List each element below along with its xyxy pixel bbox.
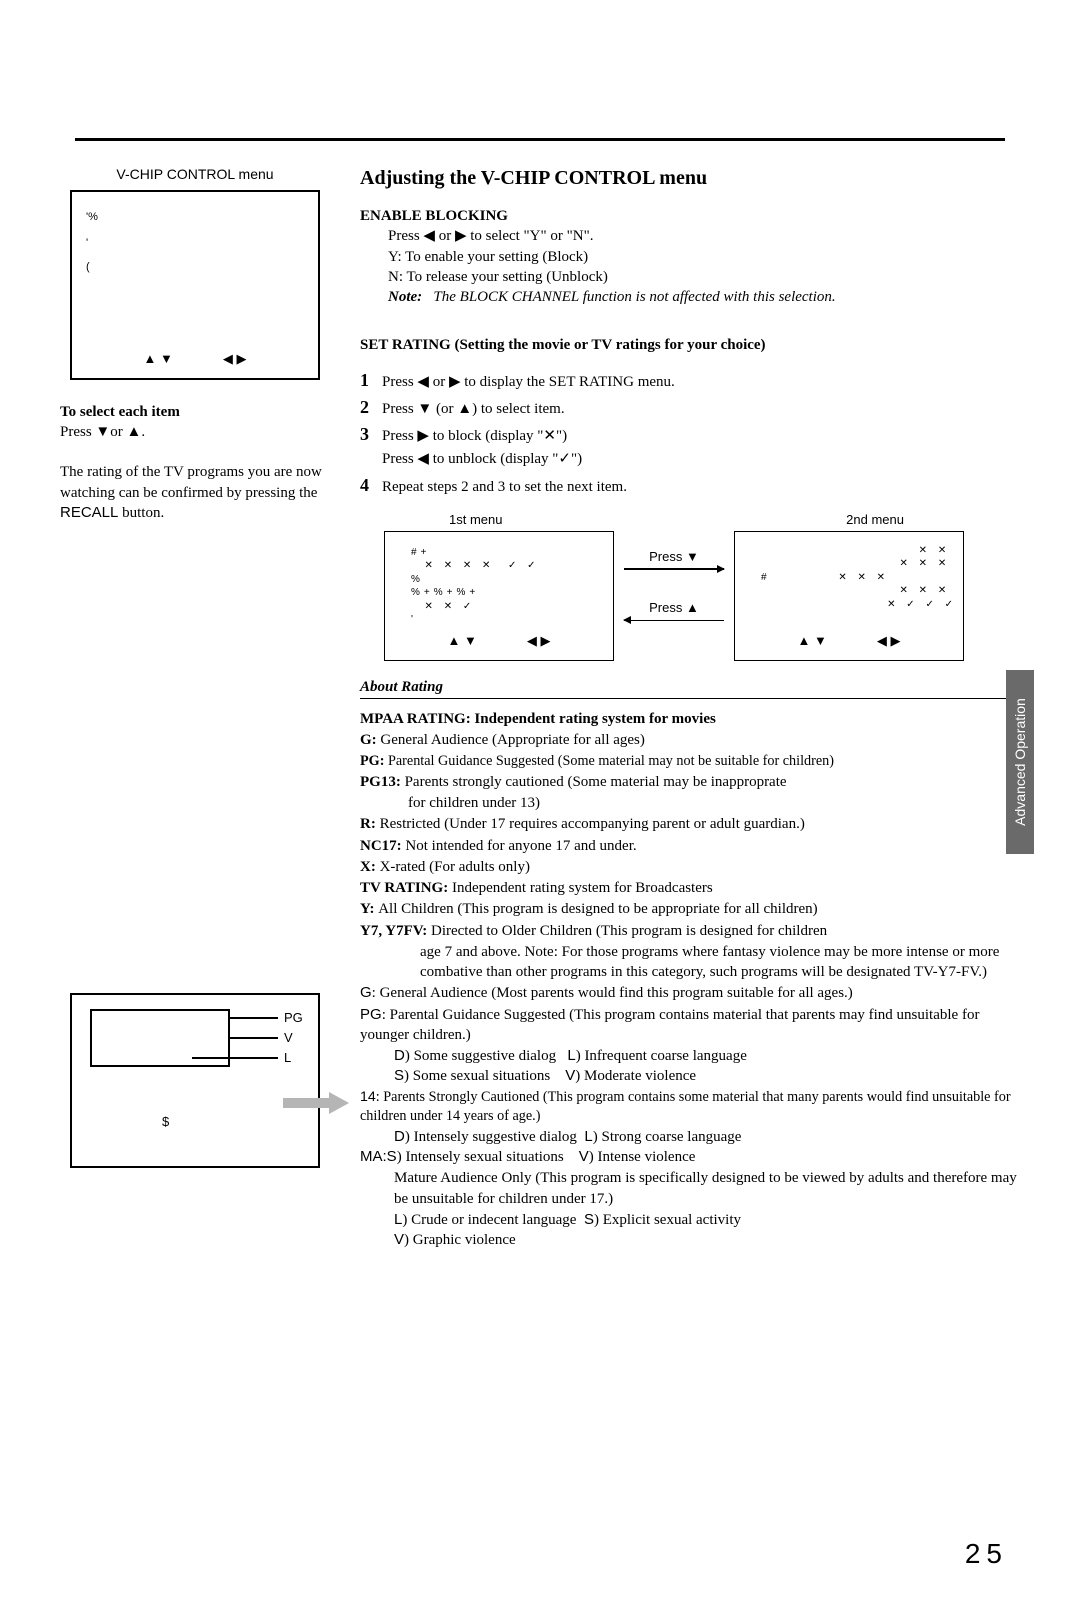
about-rating-heading: About Rating	[360, 677, 1020, 699]
vchip-menu-box: '% ' ( ▲ ▼◀ ▶	[70, 190, 320, 380]
tv-14-codes: D) Intensely suggestive dialog L) Strong…	[394, 1127, 1020, 1168]
tv-y7: Y7, Y7FV: Directed to Older Children (Th…	[360, 921, 1020, 941]
step-4: 4Repeat steps 2 and 3 to set the next it…	[360, 473, 1020, 497]
mpaa-heading: MPAA RATING: Independent rating system f…	[360, 709, 1020, 729]
tv-y7-cont: age 7 and above. Note: For those program…	[420, 942, 1020, 983]
tv-ma: Mature Audience Only (This program is sp…	[394, 1168, 1020, 1209]
step-3: 3Press ▶ to block (display "✕")	[360, 422, 1020, 446]
tv-ma-codes: L) Crude or indecent language S) Explici…	[394, 1210, 1020, 1251]
diagram-arrows: Press ▼ Press ▲	[624, 548, 724, 624]
tv-y: Y: All Children (This program is designe…	[360, 899, 1020, 919]
diagram-box-1: #+ ✕ ✕ ✕ ✕ ✓ ✓ % %+%+%+ ✕ ✕ ✓ ' ▲ ▼◀ ▶	[384, 531, 614, 661]
main-heading: Adjusting the V-CHIP CONTROL menu	[360, 165, 1020, 192]
right-column: Adjusting the V-CHIP CONTROL menu ENABLE…	[360, 165, 1020, 1250]
mpaa-pg13: PG13: Parents strongly cautioned (Some m…	[360, 772, 1020, 792]
tv-rating-heading: TV RATING: Independent rating system for…	[360, 878, 1020, 898]
mpaa-g: G: General Audience (Appropriate for all…	[360, 730, 1020, 750]
top-rule	[75, 138, 1005, 141]
diagram-box-2: ✕ ✕ ✕ ✕ ✕ # ✕ ✕ ✕ ✕ ✕ ✕ ✕ ✓ ✓ ✓ ▲ ▼◀ ▶	[734, 531, 964, 661]
select-item-body: Press ▼or ▲.	[60, 422, 330, 442]
left-column: V-CHIP CONTROL menu '% ' ( ▲ ▼◀ ▶ To sel…	[60, 165, 330, 1250]
step-1: 1Press ◀ or ▶ to display the SET RATING …	[360, 368, 1020, 392]
mpaa-r: R: Restricted (Under 17 requires accompa…	[360, 814, 1020, 834]
tv-g: G: General Audience (Most parents would …	[360, 983, 1020, 1003]
tv-pg-codes: D) Some suggestive dialog L) Infrequent …	[394, 1046, 1020, 1087]
step-3b: Press ◀ to unblock (display "✓")	[382, 449, 1020, 469]
enable-line-1: Press ◀ or ▶ to select "Y" or "N".	[388, 226, 1020, 246]
recall-display-box: PG V L $	[70, 993, 320, 1168]
enable-note: Note: The BLOCK CHANNEL function is not …	[388, 287, 1020, 307]
mpaa-x: X: X-rated (For adults only)	[360, 857, 1020, 877]
mpaa-pg13-cont: for children under 13)	[408, 793, 1020, 813]
set-rating-diagram: 1st menu 2nd menu #+ ✕ ✕ ✕ ✕ ✓ ✓ % %+%+%…	[384, 513, 964, 663]
enable-blocking-heading: ENABLE BLOCKING	[360, 206, 1020, 226]
mpaa-pg: PG: Parental Guidance Suggested (Some ma…	[360, 752, 1020, 771]
section-tab: Advanced Operation	[1006, 670, 1034, 854]
mpaa-nc17: NC17: Not intended for anyone 17 and und…	[360, 836, 1020, 856]
page-number: 25	[965, 1538, 1008, 1570]
set-rating-heading: SET RATING (Setting the movie or TV rati…	[360, 335, 1020, 355]
page-content: V-CHIP CONTROL menu '% ' ( ▲ ▼◀ ▶ To sel…	[60, 165, 1020, 1250]
select-item-heading: To select each item	[60, 402, 330, 422]
rating-confirm-text: The rating of the TV programs you are no…	[60, 462, 330, 523]
tv-14: 14: Parents Strongly Cautioned (This pro…	[360, 1088, 1020, 1126]
vchip-menu-title: V-CHIP CONTROL menu	[60, 165, 330, 184]
enable-line-2: Y: To enable your setting (Block)	[388, 247, 1020, 267]
enable-line-3: N: To release your setting (Unblock)	[388, 267, 1020, 287]
menu-nav-hints: ▲ ▼◀ ▶	[72, 350, 318, 368]
tv-pg: PG: Parental Guidance Suggested (This pr…	[360, 1005, 1020, 1046]
step-2: 2Press ▼ (or ▲) to select item.	[360, 395, 1020, 419]
